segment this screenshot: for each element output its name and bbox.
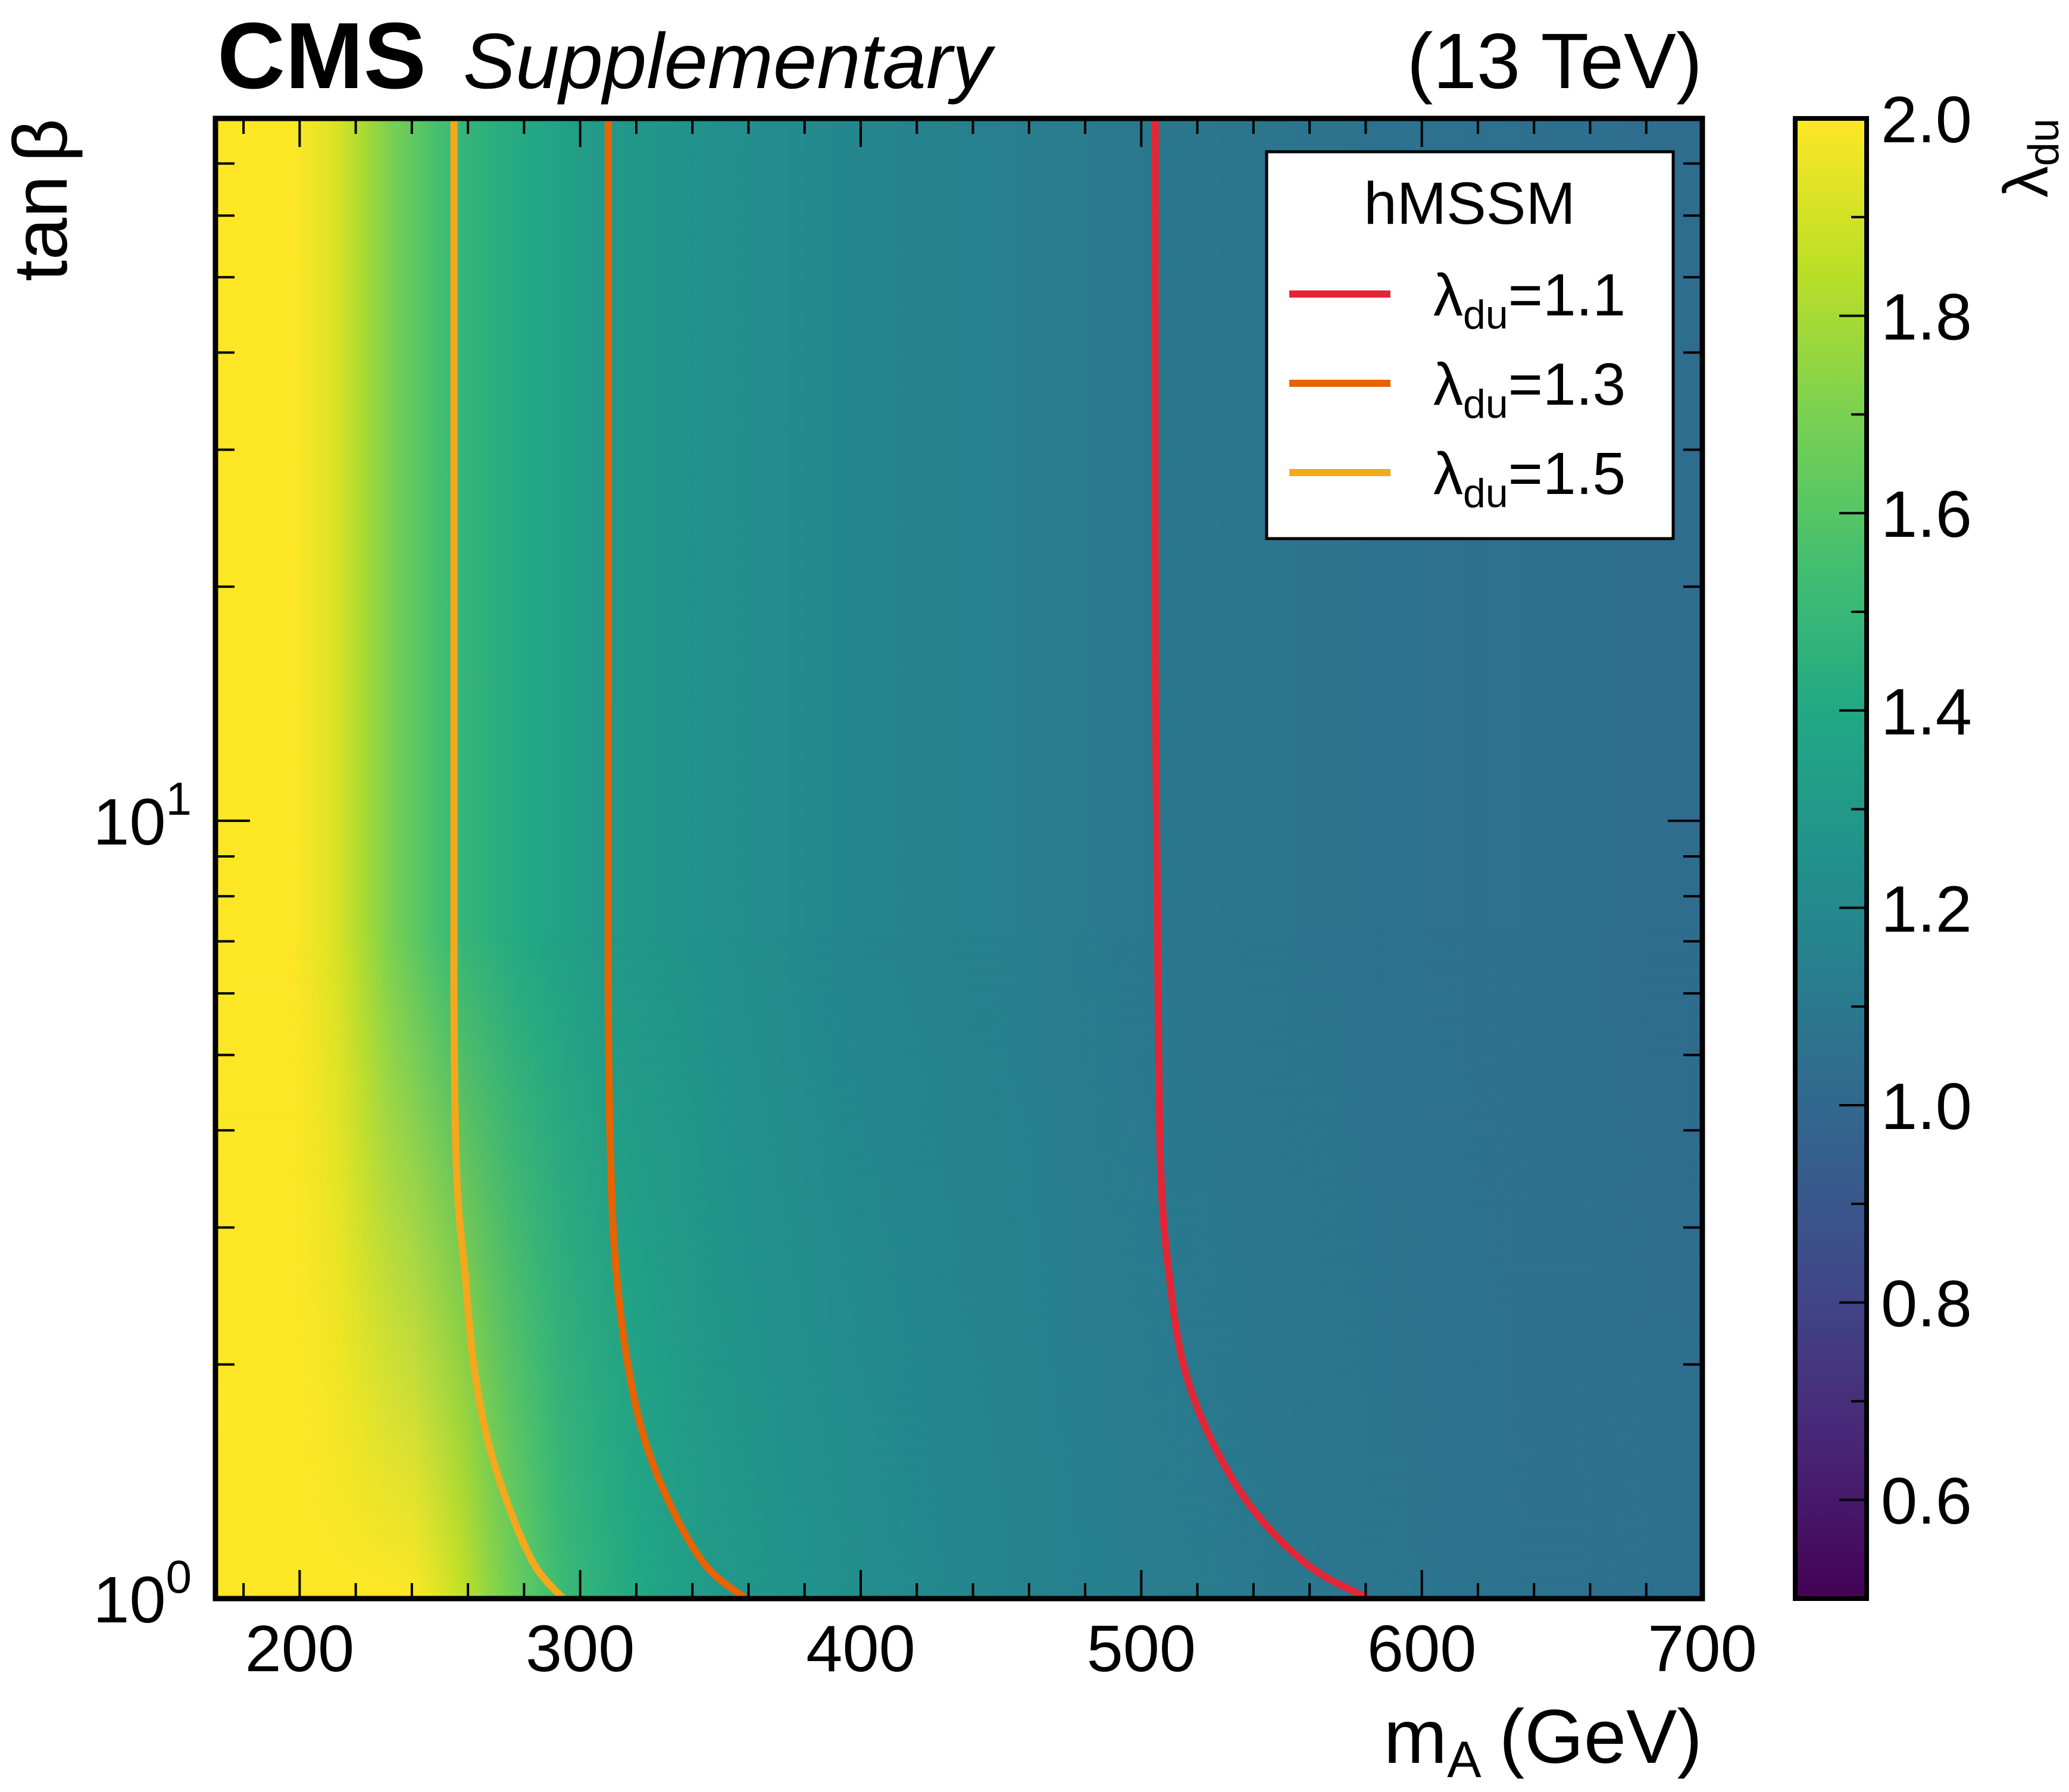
legend-label-1: λdu=1.1 xyxy=(1433,262,1626,337)
legend-label-symbol: λ xyxy=(1433,351,1463,418)
colorbar-tick-label: 0.8 xyxy=(1881,1268,1972,1341)
x-tick-labels: 200 300 400 500 600 700 xyxy=(245,1612,1757,1685)
contour-line-3 xyxy=(450,118,566,1599)
contour-line-2 xyxy=(604,118,748,1599)
colorbar-gradient xyxy=(1795,118,1867,1599)
x-axis-title-main: m xyxy=(1384,1694,1448,1780)
legend-label-sub: du xyxy=(1463,471,1508,516)
colorbar-tick-label: 1.6 xyxy=(1881,478,1972,551)
x-tick-label: 600 xyxy=(1367,1612,1477,1685)
energy-label: (13 TeV) xyxy=(1407,17,1702,105)
y-tick-exponent: 1 xyxy=(166,773,192,825)
legend-label-value: =1.3 xyxy=(1508,351,1626,418)
colorbar-title: λdu xyxy=(1991,118,2068,198)
colorbar: 0.6 0.8 1.0 1.2 1.4 1.6 1.8 2.0 λdu xyxy=(1793,83,2068,1601)
colorbar-tick-label: 1.8 xyxy=(1881,281,1972,354)
contour-line-1 xyxy=(1151,118,1370,1599)
colorbar-title-sub: du xyxy=(2020,118,2068,166)
legend-label-symbol: λ xyxy=(1433,262,1463,329)
contour-lines xyxy=(450,118,1370,1599)
x-tick-label: 300 xyxy=(526,1612,635,1685)
legend-label-value: =1.1 xyxy=(1508,262,1626,329)
legend-title: hMSSM xyxy=(1364,170,1576,237)
legend-label-symbol: λ xyxy=(1433,440,1463,507)
x-axis-title: mA (GeV) xyxy=(1384,1694,1702,1788)
colorbar-title-main: λ xyxy=(1991,166,2061,198)
x-tick-label: 500 xyxy=(1087,1612,1196,1685)
x-tick-label: 200 xyxy=(245,1612,355,1685)
colorbar-tick-label: 1.4 xyxy=(1881,675,1972,749)
y-axis-title-main: tan xyxy=(0,176,83,282)
legend-label-value: =1.5 xyxy=(1508,440,1626,507)
x-axis-title-unit: (GeV) xyxy=(1499,1694,1702,1780)
colorbar-tick-label: 2.0 xyxy=(1881,83,1972,157)
experiment-label: CMS xyxy=(217,4,426,108)
legend-label-3: λdu=1.5 xyxy=(1433,440,1626,516)
colorbar-frame xyxy=(1793,116,1869,1601)
legend-label-sub: du xyxy=(1463,381,1508,427)
legend-label-sub: du xyxy=(1463,292,1508,337)
supplementary-label: Supplementary xyxy=(463,17,996,105)
x-tick-label: 400 xyxy=(806,1612,915,1685)
y-axis-title: tan β xyxy=(0,118,83,282)
y-axis-title-symbol: β xyxy=(0,118,83,162)
legend-label-2: λdu=1.3 xyxy=(1433,351,1626,427)
colorbar-tick-label: 1.0 xyxy=(1881,1070,1972,1143)
y-tick-base: 10 xyxy=(93,1563,165,1637)
colorbar-tick-label: 1.2 xyxy=(1881,872,1972,946)
colorbar-tick-labels: 0.6 0.8 1.0 1.2 1.4 1.6 1.8 2.0 xyxy=(1881,83,1972,1538)
colorbar-tick-label: 0.6 xyxy=(1881,1465,1972,1538)
x-tick-label: 700 xyxy=(1648,1612,1757,1685)
x-axis-title-sub: A xyxy=(1447,1731,1482,1788)
plot-frame xyxy=(212,115,1705,1602)
y-tick-label: 101 xyxy=(93,773,192,859)
y-tick-label: 100 xyxy=(93,1550,192,1637)
y-tick-exponent: 0 xyxy=(166,1550,192,1603)
y-tick-base: 10 xyxy=(93,786,165,859)
